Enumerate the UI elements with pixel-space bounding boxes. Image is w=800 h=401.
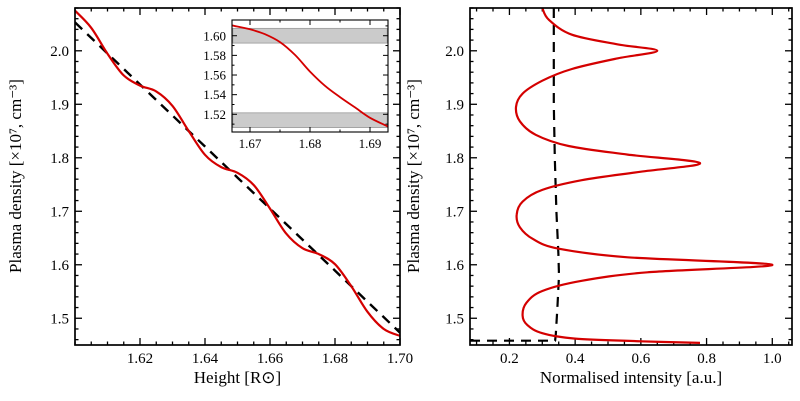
right-series-black-dashed	[470, 8, 561, 342]
left-x-tick-label: 1.68	[322, 351, 348, 367]
right-y-tick-label: 2.0	[445, 44, 464, 60]
right-y-tick-label: 1.6	[445, 258, 464, 274]
left-series-black-dashed	[75, 21, 400, 334]
left-x-tick-label: 1.70	[387, 351, 413, 367]
left-y-tick-label: 2.0	[50, 44, 69, 60]
inset-y-tick-label: 1.60	[203, 28, 226, 43]
left-series-red-solid	[75, 9, 400, 337]
right-series-red-solid	[514, 8, 774, 344]
inset-y-tick-label: 1.56	[203, 68, 226, 83]
left-x-tick-label: 1.66	[257, 351, 284, 367]
left-y-tick-label: 1.5	[50, 312, 69, 328]
left-frame	[74, 7, 401, 346]
right-frame	[469, 7, 793, 346]
right-x-tick-label: 0.4	[566, 351, 585, 367]
left-y-tick-label: 1.6	[50, 258, 69, 274]
right-x-tick-label: 0.6	[631, 351, 650, 367]
right-y-tick-label: 1.8	[445, 151, 464, 167]
right-x-tick-label: 0.8	[697, 351, 716, 367]
right-y-tick-label: 1.7	[445, 205, 464, 221]
left-y-tick-label: 1.7	[50, 205, 69, 221]
inset-y-tick-label: 1.52	[203, 107, 226, 122]
inset-plot: 1.67 1.68 1.69 1.52 1.54 1.56 1.58 1.60	[203, 19, 389, 151]
left-x-tick-label: 1.62	[127, 351, 153, 367]
inset-y-tick-label: 1.58	[203, 48, 226, 63]
right-y-tick-label: 1.5	[445, 312, 464, 328]
left-y-tick-label: 1.9	[50, 98, 69, 114]
right-x-tick-label: 0.2	[500, 351, 519, 367]
inset-x-tick-label: 1.67	[239, 136, 262, 151]
inset-y-tick-label: 1.54	[203, 87, 226, 102]
inset-x-tick-label: 1.69	[359, 136, 382, 151]
right-y-tick-label: 1.9	[445, 98, 464, 114]
left-x-tick-label: 1.64	[192, 351, 219, 367]
left-y-tick-label: 1.8	[50, 151, 69, 167]
inset-series-red-solid	[232, 24, 388, 128]
right-plot: 0.2 0.4 0.6 0.8 1.0 1.5 1.6 1.7 1.8 1.9 2.0	[445, 7, 793, 367]
inset-x-tick-label: 1.68	[299, 136, 322, 151]
inset-frame	[231, 19, 389, 133]
left-plot: 1.62 1.64 1.66 1.68 1.70 1.5 1.6 1.7 1.8 1.9 2.0	[50, 7, 413, 367]
inset-highlight-band	[232, 112, 388, 128]
right-x-tick-label: 1.0	[763, 351, 782, 367]
